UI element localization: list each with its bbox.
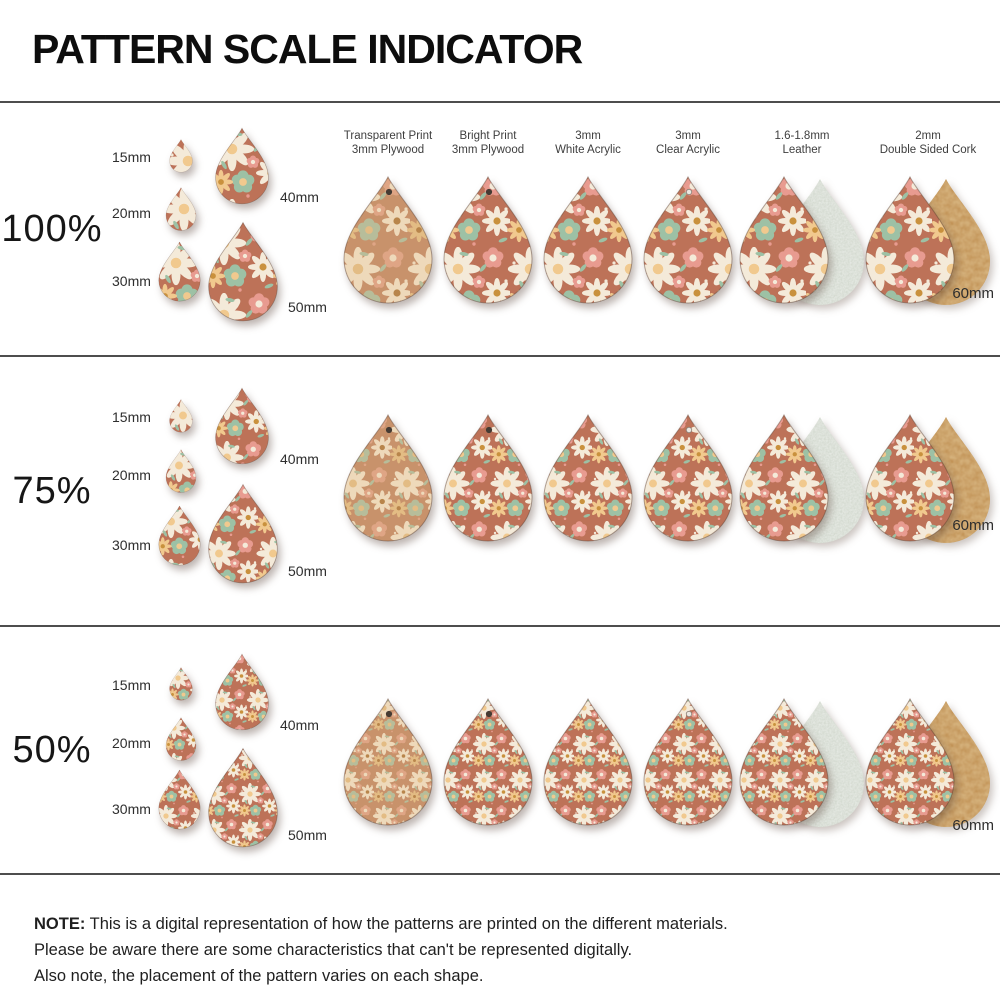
size-label-30mm: 30mm [112,273,151,289]
teardrop-50mm [208,748,278,848]
material-column-clear-acrylic: 3mm Clear Acrylic [638,103,738,355]
material-samples-100: Transparent Print 3mm Plywood Bright Prin… [336,103,1000,355]
teardrop-40mm [215,653,269,731]
material-column-cork [860,627,996,873]
sample-teardrop-cork [865,698,955,826]
size-label-30mm: 30mm [112,537,151,553]
material-column-cork [860,357,996,625]
size-reference-group: 15mm 20mm 30mm 40mm 50mm [104,627,336,873]
size-label-60mm: 60mm [952,517,994,534]
material-column-bright-plywood: Bright Print 3mm Plywood [438,103,538,355]
material-column-header: Bright Print 3mm Plywood [451,130,525,156]
teardrop-20mm [165,717,197,761]
size-label-50mm: 50mm [288,299,327,315]
percent-label: 75% [12,469,92,512]
sample-teardrop-cork [865,414,955,542]
teardrop-50mm [208,484,278,584]
sample-teardrop-clear-acrylic [643,414,733,542]
sample-teardrop-white-acrylic [543,414,633,542]
material-column-leather [734,357,870,625]
material-column-header: Transparent Print 3mm Plywood [343,130,433,156]
size-label-15mm: 15mm [112,677,151,693]
material-column-cork: 2mm Double Sided Cork [860,103,996,355]
note-line-3: Also note, the placement of the pattern … [34,967,484,985]
page-header: PATTERN SCALE INDICATOR [0,0,1000,101]
material-column-transparent-plywood [338,627,438,873]
note-line-2: Please be aware there are some character… [34,941,633,959]
sample-teardrop-bright-plywood [443,414,533,542]
teardrop-30mm [158,241,201,302]
material-column-header: 1.6-1.8mm Leather [774,130,830,156]
scale-row-50: 50% 15mm 20mm 30mm 40mm 50mm [0,627,1000,875]
teardrop-15mm [169,399,193,433]
size-label-50mm: 50mm [288,563,327,579]
teardrop-30mm [158,769,201,830]
sample-teardrop-clear-acrylic [643,698,733,826]
material-column-white-acrylic [538,357,638,625]
percent-label: 100% [1,207,103,250]
page-title: PATTERN SCALE INDICATOR [32,26,583,72]
material-column-header: 3mm White Acrylic [555,130,621,156]
teardrop-20mm [165,187,197,231]
material-column-transparent-plywood: Transparent Print 3mm Plywood [338,103,438,355]
teardrop-15mm [169,139,193,173]
sample-teardrop-leather [739,698,829,826]
material-column-clear-acrylic [638,627,738,873]
size-label-20mm: 20mm [112,467,151,483]
size-label-15mm: 15mm [112,149,151,165]
size-label-40mm: 40mm [280,451,319,467]
sample-teardrop-white-acrylic [543,698,633,826]
sample-teardrop-clear-acrylic [643,176,733,304]
sample-teardrop-transparent-plywood [343,698,433,826]
teardrop-50mm [208,222,278,322]
sample-teardrop-cork [865,176,955,304]
scale-row-100: 100% 15mm 20mm 30mm 40mm 50mm Transparen… [0,103,1000,357]
size-label-15mm: 15mm [112,409,151,425]
size-reference-group: 15mm 20mm 30mm 40mm 50mm [104,103,336,355]
size-label-20mm: 20mm [112,205,151,221]
percent-label: 50% [12,728,92,771]
size-reference-group: 15mm 20mm 30mm 40mm 50mm [104,357,336,625]
teardrop-40mm [215,127,269,205]
sample-teardrop-transparent-plywood [343,414,433,542]
note-line-1: NOTE: This is a digital representation o… [34,915,728,933]
material-column-leather [734,627,870,873]
size-label-60mm: 60mm [952,817,994,834]
teardrop-15mm [169,667,193,701]
material-column-header: 3mm Clear Acrylic [656,130,720,156]
sample-teardrop-bright-plywood [443,698,533,826]
size-label-40mm: 40mm [280,189,319,205]
material-column-white-acrylic: 3mm White Acrylic [538,103,638,355]
sample-teardrop-leather [739,176,829,304]
note-label: NOTE: [34,915,86,933]
size-label-60mm: 60mm [952,285,994,302]
sample-teardrop-transparent-plywood [343,176,433,304]
material-samples-50: 60mm [336,627,1000,873]
divider [0,101,1000,103]
teardrop-40mm [215,387,269,465]
size-label-40mm: 40mm [280,717,319,733]
sample-teardrop-bright-plywood [443,176,533,304]
sample-teardrop-white-acrylic [543,176,633,304]
scale-row-75: 75% 15mm 20mm 30mm 40mm 50mm [0,357,1000,627]
material-column-bright-plywood [438,627,538,873]
material-column-leather: 1.6-1.8mm Leather [734,103,870,355]
teardrop-20mm [165,449,197,493]
material-samples-75: 60mm [336,357,1000,625]
material-column-transparent-plywood [338,357,438,625]
material-column-white-acrylic [538,627,638,873]
size-label-30mm: 30mm [112,801,151,817]
material-column-bright-plywood [438,357,538,625]
sample-teardrop-leather [739,414,829,542]
note-text: NOTE: This is a digital representation o… [0,875,1000,989]
size-label-20mm: 20mm [112,735,151,751]
teardrop-30mm [158,505,201,566]
size-label-50mm: 50mm [288,827,327,843]
material-column-header: 2mm Double Sided Cork [879,130,977,156]
material-column-clear-acrylic [638,357,738,625]
